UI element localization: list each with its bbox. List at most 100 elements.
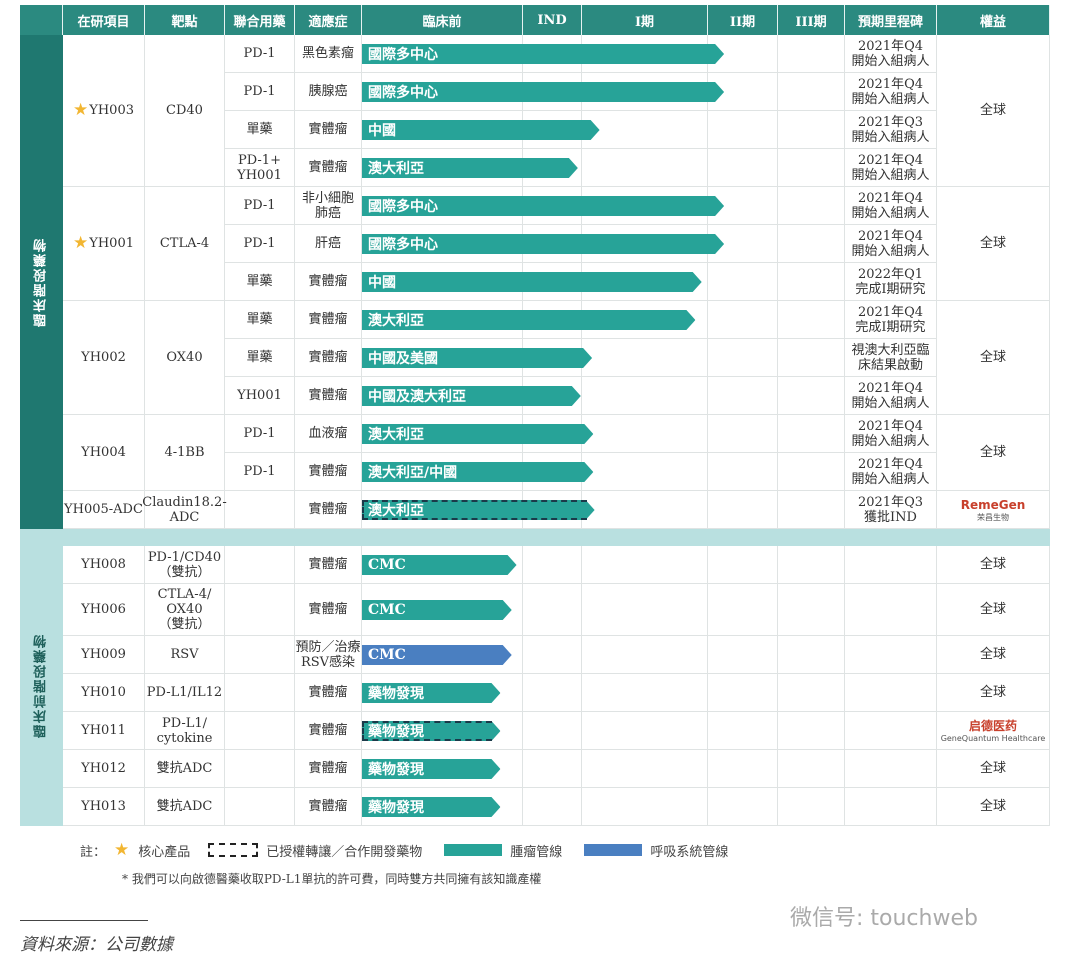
stage-cell [778, 491, 845, 529]
target-cell: RSV [145, 636, 225, 674]
stage-cell [582, 712, 708, 750]
stage-cell [778, 750, 845, 788]
source-rule [20, 920, 148, 921]
milestone-cell [845, 788, 937, 826]
stage-cell [708, 750, 778, 788]
pipeline-bar-oncology: 中國及美國 [362, 348, 592, 368]
stage-cell [708, 453, 778, 491]
indication-cell: 實體瘤 [295, 712, 362, 750]
stage-cell [778, 636, 845, 674]
program-name: YH010 [63, 674, 145, 712]
indication-cell: 實體瘤 [295, 149, 362, 187]
source-note: 資料來源：公司數據 [20, 935, 173, 955]
stage-cell [582, 788, 708, 826]
stage-cell [582, 339, 708, 377]
pipeline-bar-oncology: CMC [362, 600, 512, 620]
stage-cell [778, 674, 845, 712]
pipeline-bar-oncology: 澳大利亞 [362, 424, 593, 444]
section-label: 臨床階段藥物 [20, 35, 63, 529]
column-header: 適應症 [295, 5, 362, 35]
indication-cell: 實體瘤 [295, 111, 362, 149]
stage-cell [708, 187, 778, 225]
program-name-text: YH009 [81, 647, 126, 662]
pipeline-bar-oncology: 中國 [362, 120, 600, 140]
stage-cell [362, 636, 523, 674]
pipeline-bar-oncology: 藥物發現 [362, 759, 500, 779]
stage-cell [582, 263, 708, 301]
program-name-text: YH006 [81, 602, 126, 617]
combo-cell [225, 674, 295, 712]
stage-cell [778, 187, 845, 225]
stage-cell [778, 73, 845, 111]
stage-cell [778, 339, 845, 377]
stage-cell [582, 453, 708, 491]
partner-logo-name: 启德医药 [968, 718, 1017, 733]
indication-cell: 實體瘤 [295, 377, 362, 415]
combo-cell: PD-1 [225, 73, 295, 111]
column-header: 臨床前 [362, 5, 523, 35]
milestone-cell [845, 712, 937, 750]
target-cell: CD40 [145, 35, 225, 187]
pipeline-bar-oncology: 藥物發現 [362, 797, 500, 817]
stage-cell [708, 35, 778, 73]
stage-cell [778, 415, 845, 453]
program-name: YH012 [63, 750, 145, 788]
indication-cell: 肝癌 [295, 225, 362, 263]
combo-cell [225, 584, 295, 636]
milestone-cell: 視澳大利亞臨 床結果啟動 [845, 339, 937, 377]
milestone-cell [845, 674, 937, 712]
program-name-text: YH011 [81, 723, 126, 738]
program-name: YH013 [63, 788, 145, 826]
pipeline-bar-oncology: 澳大利亞 [362, 310, 695, 330]
rights-cell: 全球 [937, 546, 1050, 584]
program-name: YH011 [63, 712, 145, 750]
pipeline-bar-oncology: 中國 [362, 272, 702, 292]
stage-cell [523, 788, 582, 826]
indication-cell: 實體瘤 [295, 788, 362, 826]
program-name-text: YH010 [81, 685, 126, 700]
indication-cell: 實體瘤 [295, 491, 362, 529]
column-header: I期 [582, 5, 708, 35]
stage-cell [582, 546, 708, 584]
pipeline-bar-oncology: 國際多中心 [362, 196, 724, 216]
stage-cell [708, 491, 778, 529]
milestone-cell: 2021年Q3 開始入組病人 [845, 111, 937, 149]
stage-cell [523, 674, 582, 712]
stage-cell [708, 584, 778, 636]
pipeline-bar-oncology: 澳大利亞 [362, 500, 595, 520]
legend-oncology: 腫瘤管線 [510, 844, 563, 860]
combo-cell [225, 712, 295, 750]
pipeline-bar-oncology: 澳大利亞/中國 [362, 462, 593, 482]
rights-cell: 全球 [937, 301, 1050, 415]
pipeline-bar-oncology: CMC [362, 555, 517, 575]
column-header: 在研項目 [63, 5, 145, 35]
stage-cell [523, 750, 582, 788]
stage-cell [362, 788, 523, 826]
rights-cell: 启德医药 GeneQuantum Healthcare [937, 712, 1050, 750]
program-name: YH002 [63, 301, 145, 415]
combo-cell: PD-1 [225, 453, 295, 491]
stage-cell [582, 415, 708, 453]
stage-cell [362, 712, 523, 750]
stage-cell [778, 712, 845, 750]
stage-cell [523, 584, 582, 636]
rights-cell: 全球 [937, 788, 1050, 826]
target-cell: CTLA-4 [145, 187, 225, 301]
milestone-cell: 2021年Q4 完成I期研究 [845, 301, 937, 339]
combo-cell [225, 546, 295, 584]
combo-cell: 單藥 [225, 301, 295, 339]
pipeline-bar-oncology: 中國及澳大利亞 [362, 386, 581, 406]
indication-cell: 血液瘤 [295, 415, 362, 453]
milestone-cell: 2021年Q3 獲批IND [845, 491, 937, 529]
program-name: YH009 [63, 636, 145, 674]
milestone-cell: 2021年Q4 開始入組病人 [845, 149, 937, 187]
star-icon: ★ [73, 233, 89, 253]
stage-cell [778, 584, 845, 636]
milestone-cell: 2021年Q4 開始入組病人 [845, 453, 937, 491]
rights-cell: 全球 [937, 750, 1050, 788]
stage-cell [523, 149, 582, 187]
target-cell: 雙抗ADC [145, 750, 225, 788]
stage-cell [362, 584, 523, 636]
stage-cell [708, 301, 778, 339]
milestone-cell: 2021年Q4 開始入組病人 [845, 35, 937, 73]
